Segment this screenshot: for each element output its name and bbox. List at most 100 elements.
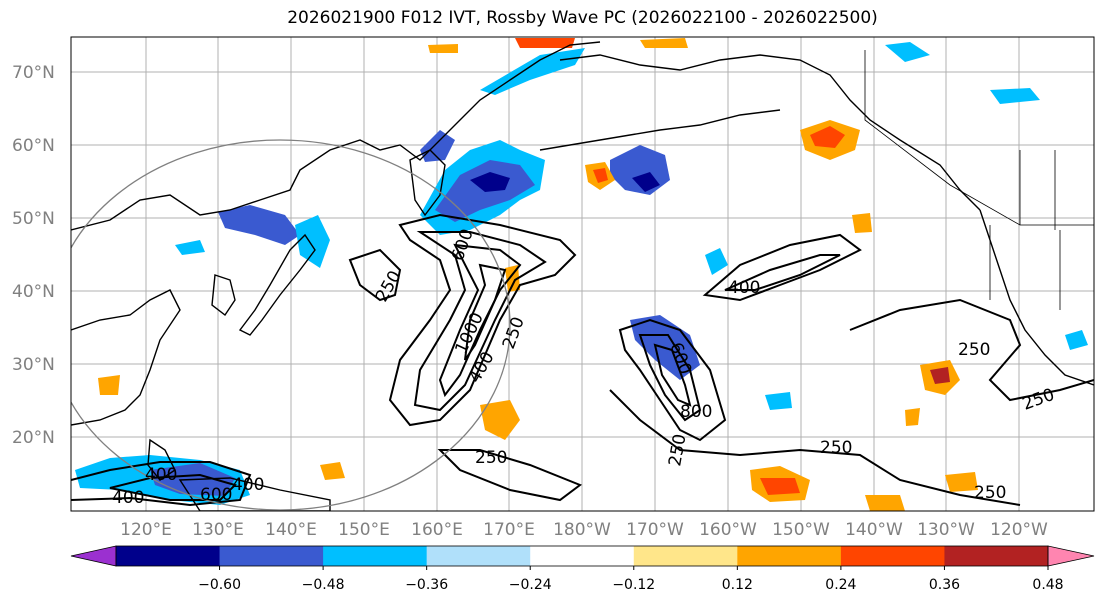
positive-anomaly-region: [505, 265, 520, 292]
longitude-label: 160°E: [411, 520, 463, 540]
colorbar-segment: [219, 546, 324, 566]
positive-anomaly-region: [593, 168, 608, 183]
ivt-contours: [71, 213, 1094, 507]
ivt-contour: [438, 243, 522, 398]
colorbar-segment: [323, 546, 428, 566]
negative-anomaly-region: [705, 248, 728, 275]
contour-label: 400: [112, 488, 144, 508]
negative-anomaly-region: [295, 215, 330, 268]
contour-label: 250: [475, 448, 507, 468]
longitude-label: 120°W: [990, 520, 1048, 540]
colorbar-tick-label: 0.36: [929, 577, 960, 593]
ivt-contour: [348, 248, 402, 302]
colorbar-tick-label: −0.36: [405, 577, 448, 593]
positive-anomaly-region: [760, 478, 800, 495]
colorbar-tick-label: 0.12: [722, 577, 753, 593]
colorbar-tick-label: −0.60: [198, 577, 241, 593]
longitude-label: 160°W: [699, 520, 757, 540]
negative-anomaly-region: [420, 130, 455, 162]
new-guinea-coastline: [178, 477, 331, 511]
longitude-label: 120°E: [120, 520, 172, 540]
positive-anomaly-region: [930, 367, 950, 384]
positive-anomaly-region: [480, 400, 520, 440]
alaska-coastline: [559, 54, 981, 211]
colorbar-tick-label: 0.24: [825, 577, 856, 593]
longitude-label: 140°E: [265, 520, 317, 540]
colorbar-extend-max: [1047, 545, 1095, 567]
negative-anomaly-region: [885, 42, 930, 62]
ivt-contour: [388, 213, 577, 427]
colorbar-tick-label: −0.12: [612, 577, 655, 593]
longitude-label: 130°W: [917, 520, 975, 540]
colorbar-tick-label: −0.24: [509, 577, 552, 593]
positive-anomaly-region: [98, 375, 120, 395]
canada-us-border: [864, 50, 1094, 226]
contour-label: 400: [232, 475, 264, 495]
ivt-contour: [618, 318, 727, 442]
state-border: [989, 150, 1061, 310]
map-panel: 250 400 600 1000 800 250 400 250 400 600…: [70, 36, 1095, 512]
colorbar-tick-label: 0.48: [1032, 577, 1063, 593]
contour-label: 400: [728, 278, 760, 298]
ivt-contour: [71, 461, 252, 507]
latitude-label: 60°N: [12, 136, 55, 156]
positive-anomaly-region: [945, 472, 978, 492]
latitude-label: 20°N: [12, 428, 55, 448]
japan-coastline: [238, 233, 316, 336]
negative-anomaly-region: [175, 240, 205, 255]
colorbar: −0.60 −0.48 −0.36 −0.24 −0.12 0.12 0.24 0.36 0.4…: [70, 545, 1095, 593]
philippines-coastline: [147, 438, 176, 481]
ivt-contour: [702, 233, 862, 302]
colorbar-segment: [840, 546, 945, 566]
negative-anomaly-region: [1065, 330, 1088, 350]
colorbar-segment: [944, 546, 1049, 566]
longitude-label: 180°W: [553, 520, 611, 540]
ivt-contour: [609, 389, 1021, 506]
contour-label: 250: [820, 438, 852, 458]
colorbar-tick-label: −0.48: [302, 577, 345, 593]
colorbar-segment: [737, 546, 842, 566]
colorbar-segment: [530, 546, 635, 566]
latitude-axis: 70°N 60°N 50°N 40°N 30°N 20°N: [12, 63, 55, 448]
colorbar-segment: [633, 546, 738, 566]
map-frame: [70, 36, 1095, 512]
negative-anomaly-region: [632, 172, 660, 192]
ivt-contour: [638, 334, 702, 422]
ivt-contour: [724, 254, 841, 291]
latitude-label: 70°N: [12, 63, 55, 83]
colorbar-extend-min: [70, 545, 117, 567]
region-circle: [71, 139, 511, 511]
kamchatka-coastline: [409, 149, 446, 217]
ivt-contour: [653, 343, 692, 407]
positive-anomaly-region: [428, 44, 458, 53]
korea-coastline: [211, 274, 236, 317]
positive-anomaly-region: [852, 213, 872, 233]
longitude-label: 170°W: [626, 520, 684, 540]
negative-anomaly-region: [765, 392, 792, 410]
contour-label: 250: [974, 483, 1006, 503]
positive-anomaly-region: [810, 126, 845, 148]
colorbar-segment: [116, 546, 221, 566]
latitude-label: 50°N: [12, 209, 55, 229]
negative-anomaly-region: [218, 205, 300, 245]
longitude-axis: 120°E 130°E 140°E 150°E 160°E 170°E 180°…: [120, 520, 1048, 540]
positive-anomaly-region: [865, 495, 905, 511]
ivt-contour: [849, 298, 1094, 402]
contour-label: 600: [200, 485, 232, 505]
political-borders: [864, 50, 1094, 310]
negative-anomaly-region: [470, 172, 510, 192]
latitude-label: 40°N: [12, 282, 55, 302]
colorbar-segment: [426, 546, 531, 566]
positive-anomaly-region: [320, 462, 345, 480]
negative-anomaly-region: [990, 88, 1040, 104]
ivt-contour: [464, 263, 507, 361]
graticule: [71, 37, 1094, 511]
longitude-label: 150°E: [338, 520, 390, 540]
longitude-label: 130°E: [192, 520, 244, 540]
longitude-label: 140°W: [845, 520, 903, 540]
longitude-label: 170°E: [483, 520, 535, 540]
north-america-coastline: [979, 209, 1094, 386]
longitude-label: 150°W: [772, 520, 830, 540]
positive-anomaly-region: [905, 408, 920, 426]
ivt-contour: [413, 231, 547, 412]
